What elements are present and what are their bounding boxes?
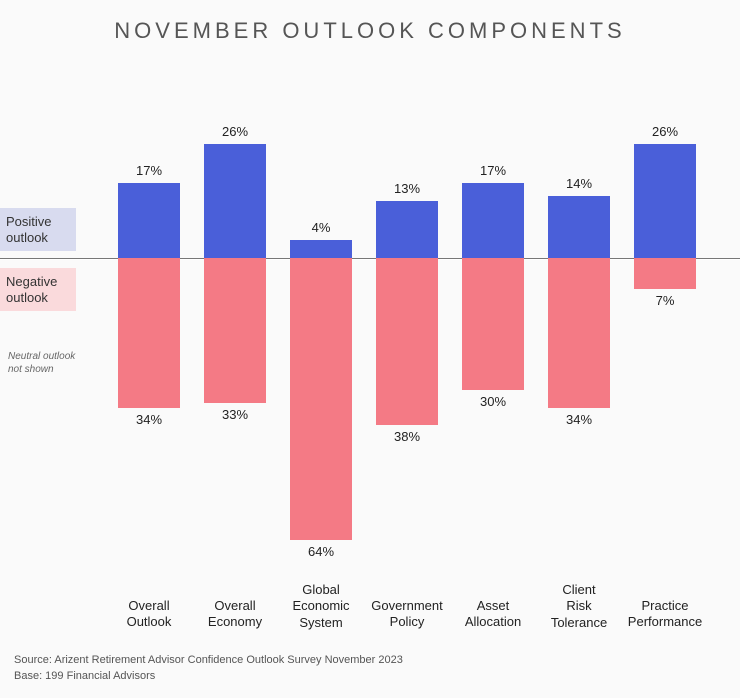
- value-label-negative: 38%: [394, 429, 420, 444]
- value-label-negative: 33%: [222, 407, 248, 422]
- footer-source: Source: Arizent Retirement Advisor Confi…: [14, 653, 403, 668]
- category-label: Global Economic System: [292, 582, 349, 631]
- bar-positive: [290, 240, 352, 258]
- bar-positive: [376, 201, 438, 258]
- bar-positive: [634, 144, 696, 258]
- bar-positive: [118, 183, 180, 258]
- legend-positive: Positive outlook: [0, 208, 76, 251]
- value-label-negative: 7%: [656, 293, 675, 308]
- bar-positive: [204, 144, 266, 258]
- bar-negative: [376, 258, 438, 425]
- bar-negative: [548, 258, 610, 408]
- value-label-positive: 17%: [480, 163, 506, 178]
- value-label-positive: 14%: [566, 176, 592, 191]
- category-label: Government Policy: [371, 598, 443, 631]
- legend-note: Neutral outlook not shown: [8, 350, 88, 376]
- diverging-bar-chart: Positive outlook Negative outlook Neutra…: [0, 0, 740, 698]
- bar-negative: [290, 258, 352, 540]
- value-label-negative: 34%: [136, 412, 162, 427]
- category-label: Overall Economy: [208, 598, 262, 631]
- chart-footer: Source: Arizent Retirement Advisor Confi…: [14, 653, 403, 684]
- value-label-positive: 17%: [136, 163, 162, 178]
- bar-negative: [634, 258, 696, 289]
- footer-base: Base: 199 Financial Advisors: [14, 669, 403, 684]
- value-label-positive: 4%: [312, 220, 331, 235]
- category-label: Practice Performance: [628, 598, 702, 631]
- value-label-negative: 64%: [308, 544, 334, 559]
- category-label: Asset Allocation: [465, 598, 521, 631]
- value-label-negative: 34%: [566, 412, 592, 427]
- value-label-positive: 13%: [394, 181, 420, 196]
- legend-negative: Negative outlook: [0, 268, 76, 311]
- bar-positive: [548, 196, 610, 258]
- value-label-negative: 30%: [480, 394, 506, 409]
- value-label-positive: 26%: [222, 124, 248, 139]
- category-label: Client Risk Tolerance: [551, 582, 607, 631]
- bar-negative: [462, 258, 524, 390]
- value-label-positive: 26%: [652, 124, 678, 139]
- bar-negative: [204, 258, 266, 403]
- bar-negative: [118, 258, 180, 408]
- bar-positive: [462, 183, 524, 258]
- zero-axis-line: [0, 258, 740, 260]
- category-label: Overall Outlook: [127, 598, 172, 631]
